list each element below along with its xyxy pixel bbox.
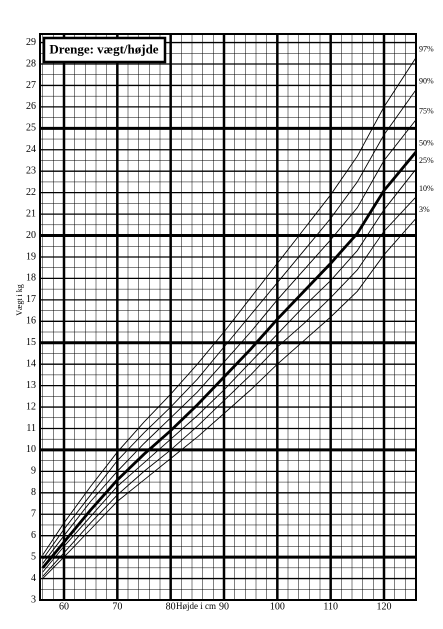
x-axis-label: Højde i cm <box>176 601 216 611</box>
y-tick-label: 29 <box>26 37 36 48</box>
y-tick-label: 18 <box>26 273 36 284</box>
percentile-line <box>42 89 417 560</box>
y-tick-label: 14 <box>26 358 36 369</box>
chart-title: Drenge: vægt/højde <box>49 41 158 56</box>
y-tick-label: 12 <box>26 401 36 412</box>
percentile-line <box>42 168 417 573</box>
x-tick-label: 90 <box>219 601 229 612</box>
legend-label: 10% <box>419 184 434 193</box>
y-tick-label: 28 <box>26 58 36 69</box>
plot-frame <box>39 33 417 601</box>
y-tick-label: 25 <box>26 123 36 134</box>
y-tick-label: 6 <box>31 530 36 541</box>
title-box <box>42 36 167 64</box>
y-tick-label: 16 <box>26 316 36 327</box>
y-tick-label: 4 <box>31 573 36 584</box>
x-tick-label: 80 <box>166 601 176 612</box>
grid <box>40 34 417 601</box>
y-tick-label: 22 <box>26 187 36 198</box>
y-axis-label: Vægt i kg <box>15 284 24 316</box>
y-tick-label: 8 <box>31 487 36 498</box>
y-tick-label: 5 <box>31 551 36 562</box>
y-tick-label: 27 <box>26 80 36 91</box>
y-tick-label: 24 <box>26 144 36 155</box>
percentile-line <box>41 151 418 569</box>
x-tick-label: 100 <box>270 601 285 612</box>
x-tick-label: 110 <box>323 601 338 612</box>
legend-label: 25% <box>419 156 434 165</box>
y-tick-label: 17 <box>26 294 36 305</box>
legend-label: 90% <box>419 77 434 86</box>
x-tick-label: 60 <box>59 601 69 612</box>
y-tick-label: 23 <box>26 166 36 177</box>
legend-label: 97% <box>419 44 434 53</box>
x-tick-label: 70 <box>112 601 122 612</box>
y-tick-label: 7 <box>31 509 36 520</box>
y-tick-label: 9 <box>31 466 36 477</box>
x-tick-label: 120 <box>377 601 392 612</box>
legend-label: 3% <box>419 205 430 214</box>
legend-label: 75% <box>419 107 434 116</box>
percentile-line <box>42 119 417 564</box>
y-tick-label: 11 <box>26 423 36 434</box>
percentile-line <box>42 196 417 577</box>
percentile-line <box>42 218 417 579</box>
y-tick-label: 13 <box>26 380 36 391</box>
curves <box>41 57 418 579</box>
legend-label: 50% <box>419 139 434 148</box>
y-tick-label: 20 <box>26 230 36 241</box>
percentile-line <box>42 57 417 556</box>
y-tick-label: 26 <box>26 101 36 112</box>
y-tick-label: 3 <box>31 594 36 605</box>
y-tick-label: 10 <box>26 444 36 455</box>
y-tick-label: 19 <box>26 251 36 262</box>
y-tick-label: 21 <box>26 208 36 219</box>
y-tick-label: 15 <box>26 337 36 348</box>
